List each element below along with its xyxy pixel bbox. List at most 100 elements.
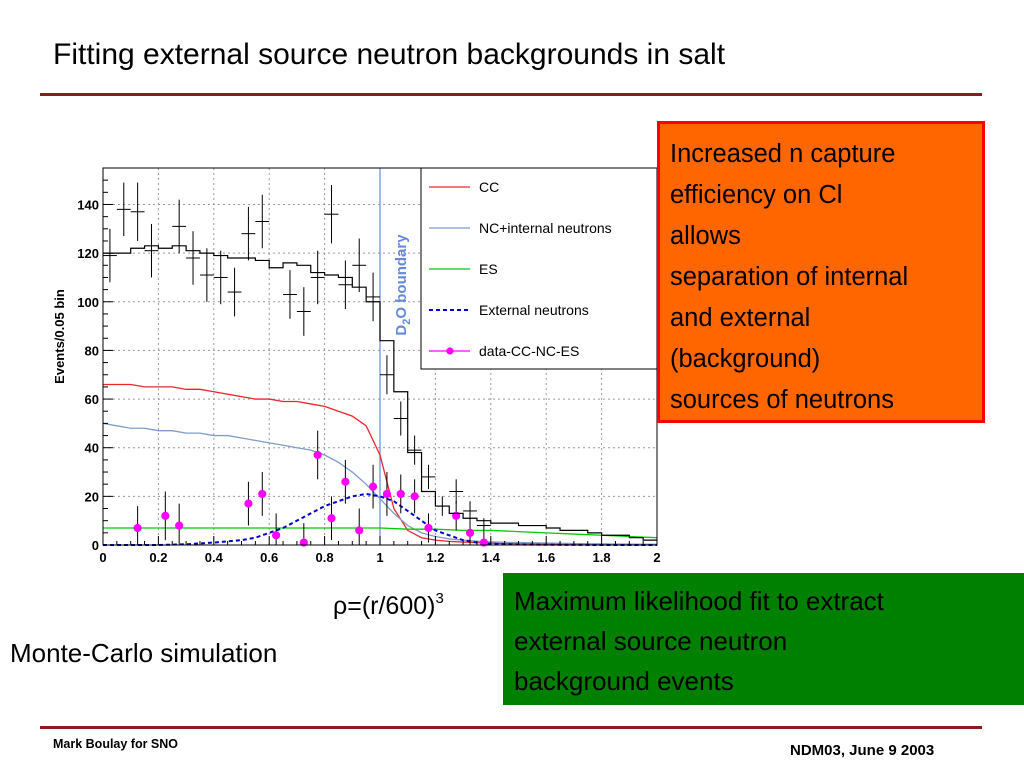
data-cc-nc-es-point [161, 491, 170, 541]
data-marker [175, 521, 184, 530]
rho-definition: ρ=(r/600)3 [333, 590, 444, 621]
data-marker [327, 514, 336, 523]
legend-label: CC [479, 179, 499, 195]
orange-callout: Increased n capture efficiency on Cl all… [657, 121, 985, 423]
green-callout-line: external source neutron [514, 626, 788, 656]
slide-title: Fitting external source neutron backgrou… [53, 38, 726, 71]
data-marker [299, 538, 308, 547]
data-marker [479, 538, 488, 547]
mc-data-point [476, 518, 491, 533]
orange-callout-line: allows [670, 222, 741, 250]
axes: 0 0.2 0.4 0.6 0.8 1 1.2 1.4 1.6 1.8 20204060801001… [52, 167, 661, 565]
footer-divider [40, 726, 982, 729]
y-tick-label: 60 [85, 392, 99, 407]
mc-data-point [366, 272, 380, 322]
x-tick-label: 1.2 [426, 550, 444, 565]
data-cc-nc-es-point [452, 501, 461, 531]
mc-data-point [407, 435, 422, 465]
mc-data-point [186, 231, 200, 285]
data-cc-nc-es-point [244, 481, 253, 526]
orange-callout-line: and external [670, 304, 811, 332]
legend-entry: CC [429, 179, 499, 195]
data-marker [244, 499, 253, 508]
series-layer [102, 168, 658, 547]
data-cc-nc-es-point [133, 506, 142, 545]
data-cc-nc-es-point [341, 459, 350, 504]
x-tick-label: 0.4 [205, 550, 224, 565]
mc-data-point [213, 250, 228, 305]
legend-marker [446, 347, 454, 355]
mc-data-point [199, 248, 214, 302]
orange-callout-line: sources of neutrons [670, 386, 894, 414]
data-cc-nc-es-point [175, 503, 184, 545]
data-marker [396, 489, 405, 499]
d2o-boundary-label: D2O boundary [393, 234, 413, 336]
title-divider [40, 93, 982, 96]
series-line [103, 527, 658, 539]
mc-data-point [449, 479, 464, 504]
data-cc-nc-es-point [382, 472, 392, 516]
x-tick-label: 1.4 [482, 550, 501, 565]
data-cc-nc-es-point [355, 508, 364, 545]
x-tick-label: 1 [376, 550, 383, 565]
data-marker [355, 526, 364, 535]
data-marker [368, 482, 378, 491]
mc-data-point [241, 206, 256, 261]
legend-entry: External neutrons [429, 302, 589, 318]
data-cc-nc-es-point [479, 532, 488, 547]
series-line [102, 422, 657, 545]
green-callout-line: Maximum likelihood fit to extract [514, 586, 884, 616]
legend-entry: ES [429, 261, 498, 277]
mc-data-point [435, 496, 450, 516]
mc-data-point [324, 185, 339, 244]
data-marker [424, 523, 433, 533]
mc-data-point [103, 228, 117, 283]
mc-data-point [310, 250, 325, 305]
mc-data-point [227, 267, 242, 317]
data-marker [410, 492, 419, 501]
monte-carlo-label: Monte-Carlo simulation [10, 638, 278, 668]
mc-data-point [380, 355, 394, 395]
footer-date: NDM03, June 9 2003 [790, 742, 935, 759]
x-tick-label: 0.6 [260, 550, 278, 565]
data-marker [382, 489, 392, 499]
data-marker [341, 477, 350, 486]
green-callout-line: background events [514, 666, 734, 696]
footer-author: Mark Boulay for SNO [53, 737, 179, 751]
mc-data-point [172, 199, 187, 254]
y-tick-label: 140 [77, 197, 99, 212]
y-tick-label: 40 [85, 441, 99, 456]
data-marker [452, 511, 461, 520]
x-tick-label: 1.8 [593, 550, 611, 565]
y-tick-label: 20 [85, 489, 99, 504]
rho-base: ρ=(r/600) [333, 592, 436, 620]
y-tick-label: 120 [77, 246, 99, 261]
d2o-label-d: D [393, 325, 410, 336]
orange-callout-line: (background) [670, 345, 821, 373]
data-cc-nc-es-point [368, 464, 378, 509]
data-cc-nc-es-point [272, 513, 281, 545]
mc-data-point [352, 238, 367, 293]
legend-entry: data-CC-NC-ES [429, 343, 579, 359]
data-cc-nc-es-point [299, 523, 308, 547]
mc-data-point [338, 260, 353, 310]
orange-callout-line: efficiency on Cl [670, 181, 843, 209]
data-marker [258, 489, 267, 499]
mc-data-point [144, 223, 159, 278]
data-cc-nc-es-point [313, 430, 322, 480]
orange-callout-line: separation of internal [670, 263, 909, 291]
mc-data-point [393, 401, 408, 436]
x-tick-label: 1.6 [537, 550, 555, 565]
data-cc-nc-es-point [258, 472, 267, 516]
data-marker [161, 511, 170, 520]
legend-label: data-CC-NC-ES [479, 343, 579, 359]
legend-label: ES [479, 261, 498, 277]
mc-data-point [255, 194, 270, 249]
data-marker [313, 450, 322, 460]
mc-data-point [463, 501, 477, 521]
d2o-label-sub: 2 [401, 319, 413, 325]
mc-data-point [296, 287, 311, 336]
legend: CC NC+internal neutrons ES External neutron… [420, 167, 658, 370]
data-marker [272, 531, 281, 540]
